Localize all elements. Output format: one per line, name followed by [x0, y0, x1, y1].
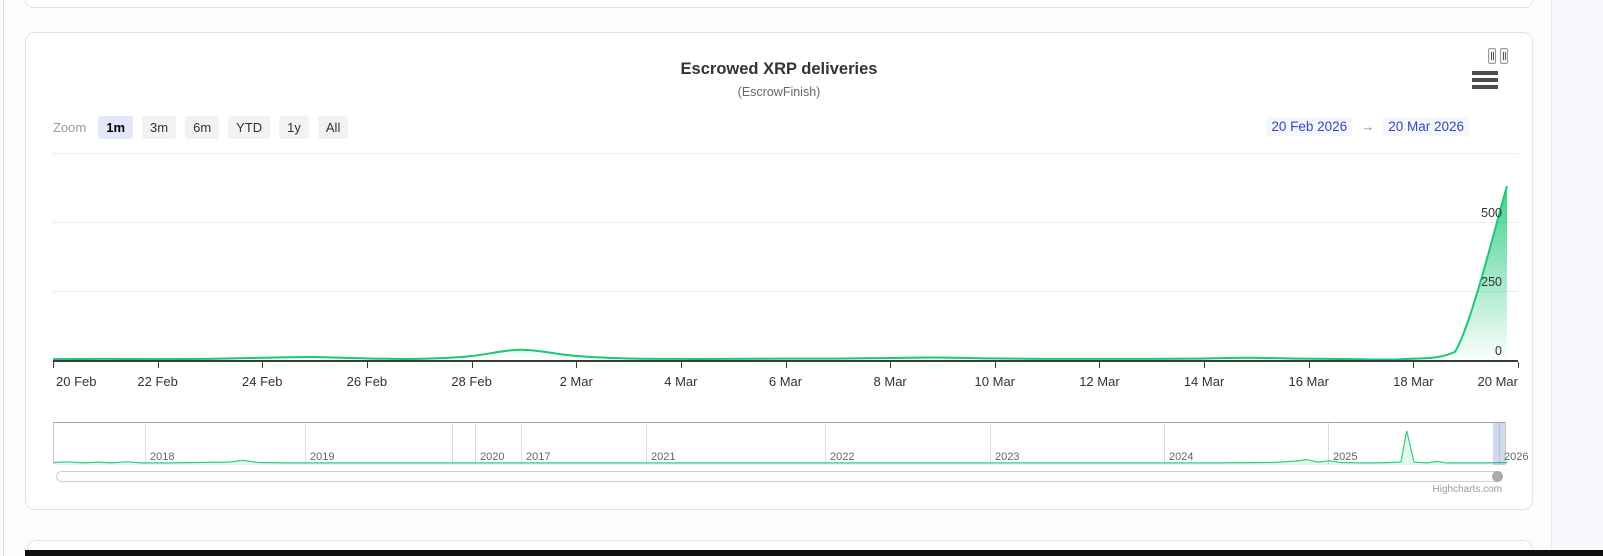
navigator-year-gridline — [521, 423, 522, 465]
navigator-year-gridline — [475, 423, 476, 465]
navigator-area-fill — [54, 430, 1507, 465]
navigator-year-gridline — [1328, 423, 1329, 465]
scrollbar-thumb[interactable] — [1492, 471, 1503, 482]
navigator-year-label-2026: 2026 — [1504, 451, 1529, 463]
x-axis-label: 16 Mar — [1288, 374, 1329, 389]
series-line — [53, 185, 1508, 361]
series-area-fill — [53, 186, 1507, 360]
zoom-button-3m[interactable]: 3m — [142, 115, 177, 139]
zoom-button-group: 1m 3m 6m YTD 1y All — [98, 115, 357, 139]
date-range-inputs: 20 Feb 2026 → 20 Mar 2026 — [1266, 117, 1469, 136]
navigator-year-gridline — [825, 423, 826, 465]
x-axis-line — [53, 360, 1518, 362]
x-tick — [994, 362, 996, 368]
x-tick — [890, 362, 892, 368]
x-tick — [1413, 362, 1415, 368]
navigator-year-label-2019: 2019 — [310, 451, 335, 463]
navigator-year-gridline — [1499, 423, 1500, 465]
navigator-series — [54, 430, 1507, 465]
navigator-year-gridline — [452, 423, 453, 465]
zoom-label: Zoom — [53, 119, 87, 135]
chart-context-menu-icon[interactable] — [1472, 71, 1498, 89]
x-axis-label: 18 Mar — [1393, 374, 1434, 389]
zoom-button-all[interactable]: All — [317, 115, 349, 139]
x-axis-label: 8 Mar — [873, 374, 907, 389]
navigator-year-label-2018: 2018 — [150, 451, 175, 463]
main-series-area-chart[interactable] — [53, 153, 1518, 361]
x-tick — [1308, 362, 1310, 368]
x-tick — [157, 362, 159, 368]
navigator-year-gridline — [305, 423, 306, 465]
navigator-year-label-2025: 2025 — [1333, 451, 1358, 463]
y-axis-label-0: 0 — [1495, 344, 1502, 358]
gridline-500 — [53, 222, 1518, 223]
date-range-arrow-icon: → — [1361, 119, 1375, 134]
x-tick — [471, 362, 473, 368]
y-axis-label-500: 500 — [1481, 206, 1502, 220]
navigator-year-label-2023: 2023 — [995, 451, 1020, 463]
next-card-dark-bar — [25, 550, 1603, 556]
x-tick — [576, 362, 578, 368]
from-date-input[interactable]: 20 Feb 2026 — [1266, 117, 1353, 136]
navigator-year-label-2024: 2024 — [1169, 451, 1194, 463]
y-axis-label-250: 250 — [1481, 275, 1502, 289]
zoom-button-6m[interactable]: 6m — [185, 115, 220, 139]
navigator-year-gridline — [990, 423, 991, 465]
zoom-button-1y[interactable]: 1y — [279, 115, 309, 139]
to-date-input[interactable]: 20 Mar 2026 — [1383, 117, 1469, 136]
navigator-year-gridline — [145, 423, 146, 465]
x-axis-label: 28 Feb — [451, 374, 492, 389]
navigator-right-handle[interactable] — [1500, 48, 1508, 64]
x-tick — [1099, 362, 1101, 368]
highcharts-credit-link[interactable]: Highcharts.com — [1432, 484, 1502, 495]
navigator-left-handle[interactable] — [1488, 48, 1496, 64]
navigator-line — [54, 430, 1507, 464]
chart-subtitle: (EscrowFinish) — [737, 85, 821, 99]
x-tick — [262, 362, 264, 368]
navigator-year-label-2022: 2022 — [830, 451, 855, 463]
x-axis-label: 22 Feb — [137, 374, 178, 389]
burger-bar — [1472, 78, 1498, 82]
x-tick — [785, 362, 787, 368]
chart-card: Escrowed XRP deliveries (EscrowFinish) Z… — [25, 32, 1533, 510]
range-selector: Zoom 1m 3m 6m YTD 1y All — [53, 115, 357, 139]
right-side-panel — [1551, 0, 1603, 556]
x-axis-label: 24 Feb — [242, 374, 283, 389]
x-axis-label: 20 Mar — [1477, 374, 1518, 389]
x-tick — [1204, 362, 1206, 368]
chart-title: Escrowed XRP deliveries — [680, 60, 878, 78]
x-axis-label: 10 Mar — [974, 374, 1016, 389]
burger-bar — [1472, 85, 1498, 89]
x-tick — [680, 362, 682, 368]
navigator[interactable]: 2018 2019 2020 2017 2021 2022 2023 2024 2025 2026 — [53, 422, 1528, 465]
x-axis-label: 14 Mar — [1183, 374, 1225, 389]
scrollbar-track[interactable] — [56, 471, 1501, 482]
navigator-year-label-2021: 2021 — [651, 451, 676, 463]
zoom-button-ytd[interactable]: YTD — [228, 115, 271, 139]
x-axis-label: 4 Mar — [664, 374, 698, 389]
gridline-250 — [53, 291, 1518, 292]
x-axis-label: 26 Feb — [346, 374, 388, 389]
x-tick — [53, 362, 54, 368]
previous-card-fragment — [25, 0, 1533, 8]
burger-bar — [1472, 71, 1498, 75]
x-axis-label: 20 Feb — [56, 374, 97, 389]
x-axis-label: 12 Mar — [1079, 374, 1120, 389]
x-tick — [366, 362, 368, 368]
navigator-year-gridline — [1164, 423, 1165, 465]
x-tick — [1518, 362, 1519, 368]
gridline-750 — [53, 153, 1518, 154]
navigator-year-gridline — [646, 423, 647, 465]
zoom-button-1m[interactable]: 1m — [98, 115, 134, 139]
x-axis-label: 2 Mar — [559, 374, 593, 389]
navigator-selected-range[interactable] — [1493, 423, 1505, 465]
navigator-year-label-2017: 2017 — [526, 451, 551, 463]
x-axis-label: 6 Mar — [768, 374, 803, 389]
page-left-border — [3, 0, 4, 556]
navigator-year-label-2020: 2020 — [480, 451, 505, 463]
